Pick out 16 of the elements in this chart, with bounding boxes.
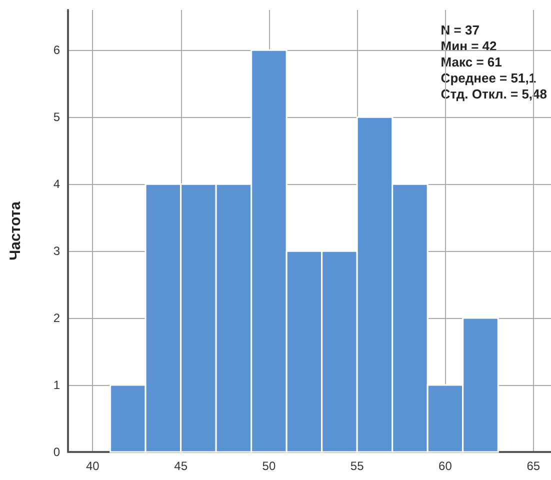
annotation: Макс = 61 xyxy=(440,54,502,70)
annotation: Стд. Откл. = 5,48 xyxy=(440,86,548,102)
x-tick-label: 60 xyxy=(438,459,452,473)
y-tick-label: 1 xyxy=(53,378,60,392)
x-tick-label: 40 xyxy=(86,459,100,473)
y-tick-label: 3 xyxy=(53,244,60,258)
x-tick-label: 45 xyxy=(174,459,188,473)
y-tick-label: 6 xyxy=(53,43,60,58)
y-tick-label: 4 xyxy=(53,177,60,192)
x-tick-label: 65 xyxy=(526,459,540,473)
y-tick-label: 2 xyxy=(53,311,60,326)
y-tick-label: 0 xyxy=(53,445,60,459)
x-tick-label: 50 xyxy=(262,459,276,473)
y-axis-title: Частота xyxy=(7,200,24,260)
x-tick-label: 55 xyxy=(350,459,364,473)
y-tick-label: 5 xyxy=(53,110,60,124)
